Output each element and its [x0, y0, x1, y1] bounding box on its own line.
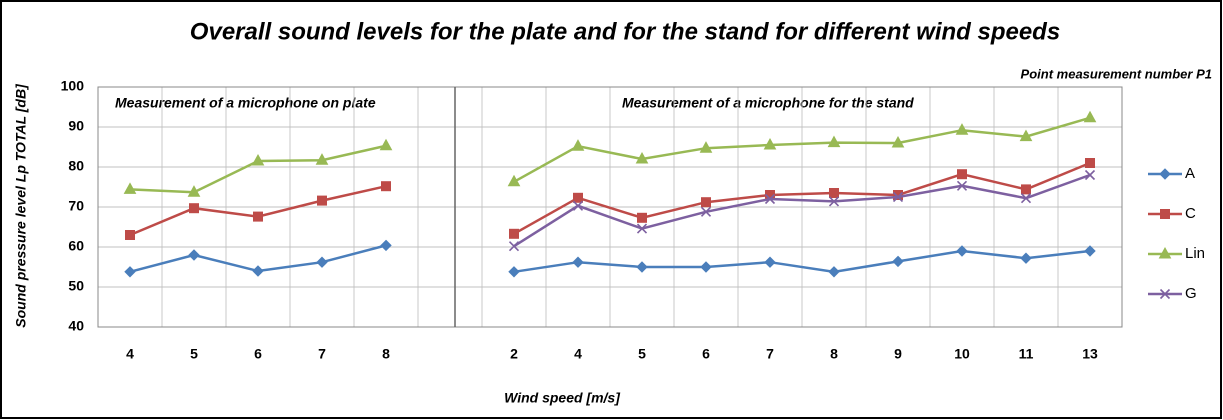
y-axis-label: Sound pressure level Lp TOTAL [dB]: [13, 83, 29, 328]
legend-label: Lin: [1185, 245, 1205, 262]
y-tick-label: 50: [68, 278, 84, 294]
x-tick-label: 5: [638, 346, 646, 362]
data-point: [1020, 193, 1032, 204]
data-point: [828, 196, 840, 207]
data-point: [635, 151, 649, 164]
subtitle: Point measurement number P1: [1021, 66, 1212, 81]
data-point: [1083, 110, 1097, 123]
data-point: [892, 255, 904, 268]
x-tick-label: 4: [574, 346, 582, 362]
data-point: [957, 169, 967, 180]
legend-marker: [1159, 288, 1171, 300]
data-point: [124, 266, 136, 278]
legend-marker: [1158, 246, 1172, 259]
data-point: [253, 211, 263, 222]
x-axis-label: Wind speed [m/s]: [504, 390, 621, 406]
data-point: [508, 241, 520, 252]
legend-label: A: [1185, 165, 1195, 182]
x-tick-label: 2: [510, 346, 518, 362]
data-point: [187, 185, 201, 197]
data-point: [699, 141, 713, 153]
data-point: [189, 203, 199, 214]
legend-marker: [1159, 168, 1171, 180]
x-tick-label: 13: [1082, 346, 1098, 362]
data-point: [1020, 252, 1032, 264]
x-tick-label: 8: [830, 346, 838, 362]
x-tick-label: 11: [1019, 346, 1034, 362]
data-point: [572, 200, 584, 211]
data-point: [572, 256, 584, 268]
y-tick-label: 90: [68, 118, 84, 134]
data-point: [700, 206, 712, 217]
x-tick-label: 5: [190, 346, 198, 362]
data-point: [636, 261, 648, 273]
data-point: [251, 153, 265, 166]
x-tick-label: 7: [766, 346, 774, 362]
data-point: [1084, 169, 1096, 181]
data-point: [379, 138, 393, 151]
annotation: Measurement of a microphone on plate: [115, 95, 376, 111]
data-point: [1019, 129, 1033, 142]
data-point: [701, 197, 711, 208]
y-tick-label: 40: [68, 318, 84, 334]
data-point: [956, 180, 968, 191]
data-point: [507, 174, 521, 187]
x-tick-label: 10: [954, 346, 970, 362]
data-point: [508, 266, 520, 278]
data-point: [764, 193, 776, 205]
data-point: [892, 191, 904, 203]
y-tick-label: 70: [68, 198, 84, 214]
annotation: Measurement of a microphone for the stan…: [622, 95, 914, 111]
y-tick-label: 80: [68, 158, 84, 174]
x-tick-label: 9: [894, 346, 902, 362]
data-point: [956, 245, 968, 257]
chart-title: Overall sound levels for the plate and f…: [190, 18, 1060, 45]
data-point: [316, 256, 328, 268]
data-point: [317, 195, 327, 206]
data-point: [380, 239, 392, 252]
data-point: [381, 181, 391, 192]
data-point: [509, 228, 519, 239]
y-tick-label: 60: [68, 238, 84, 254]
data-point: [573, 192, 583, 203]
data-point: [1084, 245, 1096, 257]
data-point: [764, 256, 776, 268]
data-point: [636, 223, 648, 234]
data-point: [955, 123, 969, 135]
plot-border: [97, 86, 1123, 328]
data-point: [700, 261, 712, 273]
data-point: [1085, 158, 1095, 168]
legend-marker: [1160, 209, 1170, 219]
data-point: [315, 153, 329, 165]
data-point: [123, 182, 137, 194]
data-point: [571, 139, 585, 151]
data-point: [188, 249, 200, 261]
data-point: [763, 137, 777, 150]
x-tick-label: 6: [702, 346, 710, 362]
data-point: [828, 266, 840, 278]
data-point: [637, 212, 647, 223]
data-point: [891, 135, 905, 148]
legend-label: C: [1185, 205, 1196, 222]
data-point: [829, 188, 839, 198]
data-point: [252, 265, 264, 277]
data-point: [125, 230, 135, 240]
y-tick-label: 100: [61, 78, 85, 94]
x-tick-label: 4: [126, 346, 134, 362]
data-point: [827, 135, 841, 148]
x-tick-label: 7: [318, 346, 326, 362]
x-tick-label: 6: [254, 346, 262, 362]
series-line: [513, 173, 1091, 248]
legend-label: G: [1185, 285, 1197, 302]
x-tick-label: 8: [382, 346, 390, 362]
data-point: [1021, 184, 1031, 195]
